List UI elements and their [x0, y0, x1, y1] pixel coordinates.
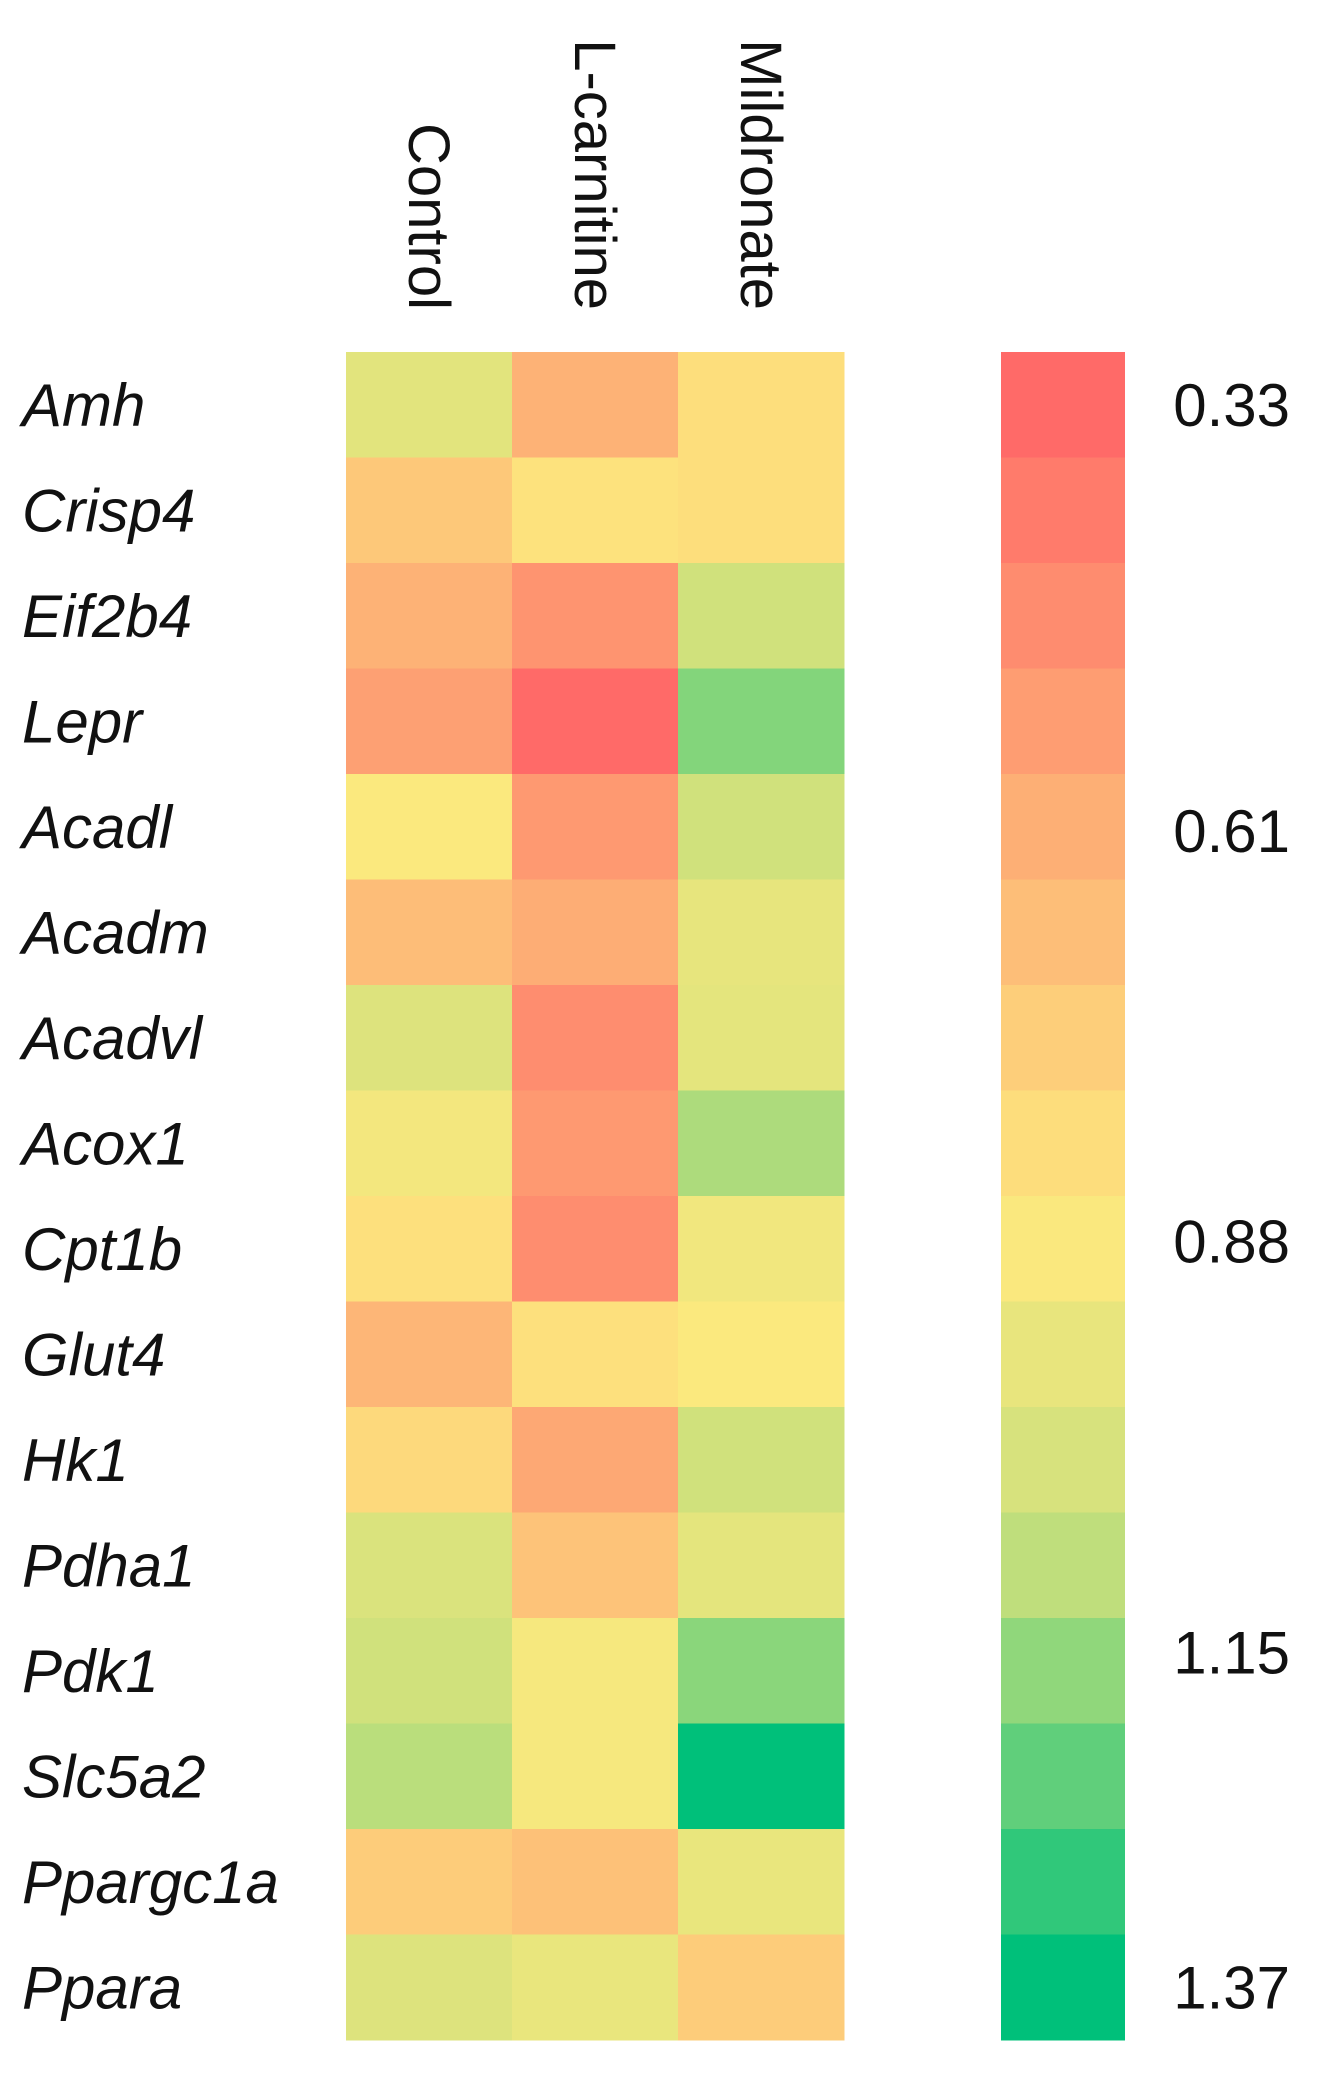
heatmap-cell — [346, 1407, 513, 1513]
column-label-mildronate: Mildronate — [728, 39, 793, 310]
row-label-crisp4: Crisp4 — [22, 477, 195, 544]
column-labels: Control L-carnitine Mildronate — [396, 39, 793, 310]
heatmap-cell — [678, 668, 845, 775]
colorbar-tick-label: 0.33 — [1173, 372, 1290, 439]
heatmap-cell — [678, 563, 845, 669]
heatmap-cell — [678, 774, 845, 880]
row-labels: Amh Crisp4 Eif2b4 Lepr Acadl Acadm Acadvl Acox1… — [19, 372, 279, 2022]
heatmap-cell — [512, 563, 679, 669]
colorbar-step — [1001, 1090, 1125, 1197]
colorbar-step — [1001, 1829, 1125, 1935]
heatmap-cell — [346, 774, 513, 880]
heatmap-cell — [678, 1407, 845, 1513]
colorbar-tick-label: 1.15 — [1173, 1619, 1290, 1686]
row-label-eif2b4: Eif2b4 — [22, 583, 192, 650]
row-label-acox1: Acox1 — [19, 1110, 189, 1177]
colorbar — [1001, 352, 1125, 2041]
row-label-ppara: Ppara — [22, 1954, 182, 2021]
row-label-acadl: Acadl — [19, 794, 174, 861]
colorbar-step — [1001, 985, 1125, 1091]
colorbar-ticks: 0.33 0.61 0.88 1.15 1.37 — [1173, 372, 1290, 2022]
colorbar-step — [1001, 1512, 1125, 1619]
heatmap-cell — [346, 1512, 513, 1619]
heatmap-cells — [346, 352, 845, 2041]
row-label-lepr: Lepr — [22, 688, 144, 755]
row-label-acadvl: Acadvl — [19, 1005, 204, 1072]
heatmap-cell — [512, 774, 679, 880]
heatmap-cell — [512, 352, 679, 458]
heatmap-cell — [346, 1090, 513, 1197]
row-label-glut4: Glut4 — [22, 1321, 165, 1388]
heatmap-cell — [512, 1407, 679, 1513]
heatmap-cell — [512, 879, 679, 986]
colorbar-step — [1001, 668, 1125, 775]
heatmap-cell — [346, 1301, 513, 1408]
row-label-pdha1: Pdha1 — [22, 1532, 196, 1599]
heatmap-cell — [678, 1934, 845, 2041]
heatmap-cell — [512, 668, 679, 775]
colorbar-step — [1001, 563, 1125, 669]
colorbar-step — [1001, 1618, 1125, 1724]
heatmap-cell — [346, 668, 513, 775]
colorbar-step — [1001, 1196, 1125, 1302]
colorbar-step — [1001, 1934, 1125, 2041]
row-label-cpt1b: Cpt1b — [22, 1216, 182, 1283]
row-label-amh: Amh — [19, 372, 145, 439]
colorbar-tick-label: 1.37 — [1173, 1954, 1290, 2021]
heatmap-cell — [346, 1934, 513, 2041]
row-label-pdk1: Pdk1 — [22, 1638, 159, 1705]
row-label-ppargc1a: Ppargc1a — [22, 1849, 279, 1916]
row-label-acadm: Acadm — [19, 899, 209, 966]
colorbar-step — [1001, 352, 1125, 458]
heatmap-cell — [678, 1090, 845, 1197]
heatmap-cell — [512, 1618, 679, 1724]
row-label-slc5a2: Slc5a2 — [22, 1743, 205, 1810]
colorbar-step — [1001, 774, 1125, 880]
heatmap-cell — [512, 985, 679, 1091]
heatmap-cell — [678, 1829, 845, 1935]
heatmap-cell — [678, 457, 845, 564]
heatmap-cell — [512, 1723, 679, 1830]
heatmap-cell — [678, 352, 845, 458]
heatmap-cell — [512, 1301, 679, 1408]
heatmap-cell — [678, 879, 845, 986]
colorbar-step — [1001, 457, 1125, 564]
heatmap-cell — [346, 1829, 513, 1935]
heatmap-cell — [346, 1723, 513, 1830]
heatmap-cell — [678, 1723, 845, 1830]
colorbar-step — [1001, 879, 1125, 986]
column-label-l-carnitine: L-carnitine — [562, 39, 627, 310]
row-label-hk1: Hk1 — [22, 1427, 129, 1494]
heatmap-cell — [346, 879, 513, 986]
heatmap-cell — [512, 1934, 679, 2041]
heatmap-cell — [512, 1512, 679, 1619]
heatmap-cell — [346, 1196, 513, 1302]
heatmap-cell — [346, 1618, 513, 1724]
colorbar-step — [1001, 1407, 1125, 1513]
heatmap-cell — [512, 1829, 679, 1935]
heatmap-cell — [346, 457, 513, 564]
heatmap-cell — [678, 985, 845, 1091]
heatmap-cell — [346, 985, 513, 1091]
heatmap-cell — [346, 352, 513, 458]
heatmap-cell — [346, 563, 513, 669]
colorbar-step — [1001, 1301, 1125, 1408]
colorbar-tick-label: 0.88 — [1173, 1209, 1290, 1276]
heatmap-cell — [512, 1196, 679, 1302]
column-label-control: Control — [396, 123, 461, 310]
heatmap-cell — [678, 1196, 845, 1302]
heatmap-cell — [678, 1618, 845, 1724]
heatmap-cell — [512, 457, 679, 564]
colorbar-step — [1001, 1723, 1125, 1830]
colorbar-tick-label: 0.61 — [1173, 798, 1290, 865]
heatmap-cell — [678, 1301, 845, 1408]
heatmap-cell — [678, 1512, 845, 1619]
heatmap-cell — [512, 1090, 679, 1197]
